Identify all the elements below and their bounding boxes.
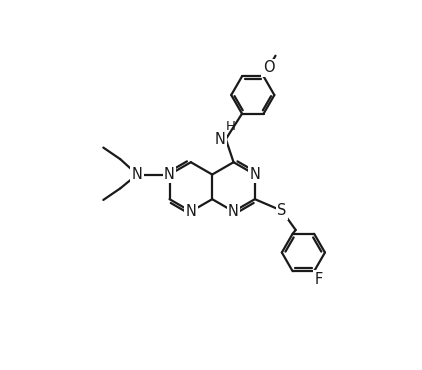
Text: O: O bbox=[263, 60, 274, 75]
Text: F: F bbox=[315, 272, 323, 287]
Text: S: S bbox=[277, 203, 287, 218]
Text: N: N bbox=[132, 167, 143, 182]
Text: N: N bbox=[249, 167, 260, 182]
Text: N: N bbox=[228, 204, 239, 219]
Text: N: N bbox=[185, 204, 196, 219]
Text: N: N bbox=[164, 167, 175, 182]
Text: H: H bbox=[226, 120, 236, 133]
Text: N: N bbox=[214, 132, 225, 147]
